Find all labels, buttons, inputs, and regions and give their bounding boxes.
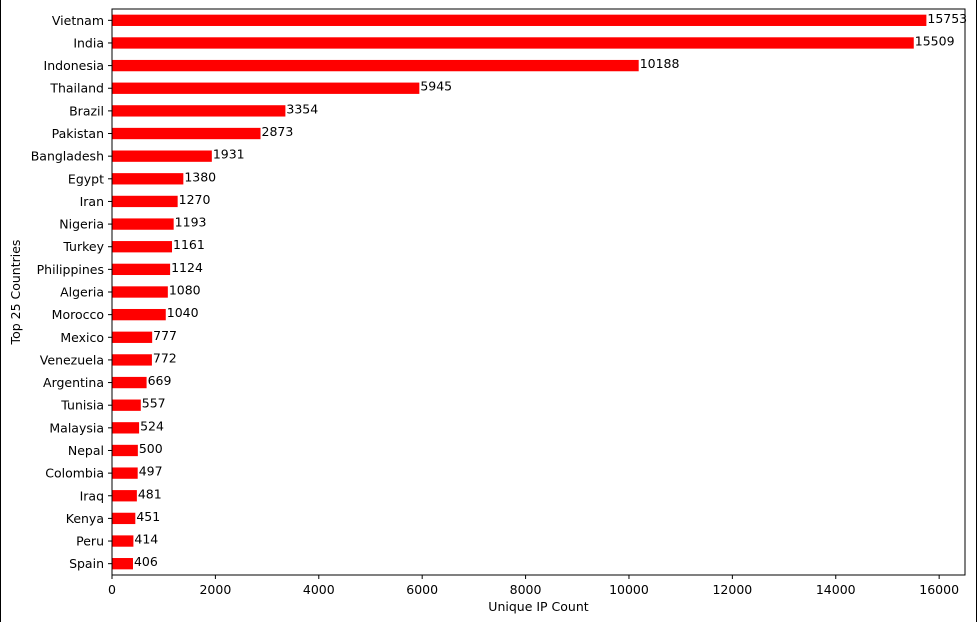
y-tick-label-indonesia: Indonesia: [44, 58, 104, 73]
data-label-colombia: 497: [139, 464, 163, 479]
bar-morocco: [112, 308, 166, 321]
y-tick-label-vietnam: Vietnam: [52, 13, 104, 28]
y-tick-label-iraq: Iraq: [80, 488, 104, 503]
bar-algeria: [112, 286, 168, 298]
bar-tunisia: [112, 399, 141, 411]
data-label-turkey: 1161: [173, 237, 205, 252]
x-tick-label-8000: 8000: [510, 582, 542, 597]
bar-vietnam: [112, 14, 927, 26]
data-label-nigeria: 1193: [175, 215, 207, 230]
y-tick-label-nigeria: Nigeria: [59, 217, 104, 232]
data-label-india: 15509: [915, 33, 955, 48]
x-axis-title: Unique IP Count: [488, 599, 588, 614]
y-tick-label-india: India: [73, 35, 104, 50]
y-tick-label-peru: Peru: [76, 534, 104, 549]
data-label-malaysia: 524: [140, 418, 164, 433]
bar-iraq: [112, 490, 137, 502]
x-tick-label-0: 0: [108, 582, 116, 597]
data-label-peru: 414: [134, 532, 158, 547]
y-tick-label-malaysia: Malaysia: [49, 420, 104, 435]
bar-philippines: [112, 263, 171, 276]
y-tick-label-argentina: Argentina: [43, 375, 104, 390]
y-axis: Vietnam India Indonesia Thailand Brazil Pakis…: [31, 13, 112, 571]
bar-pakistan: [112, 127, 261, 140]
data-label-bangladesh: 1931: [213, 147, 245, 162]
y-tick-label-mexico: Mexico: [60, 330, 104, 345]
bars-layer: [112, 14, 927, 570]
x-tick-label-6000: 6000: [406, 582, 438, 597]
y-tick-label-turkey: Turkey: [62, 239, 104, 254]
data-label-tunisia: 557: [142, 396, 166, 411]
y-tick-label-colombia: Colombia: [45, 466, 104, 481]
bar-nepal: [112, 444, 138, 457]
bar-iran: [112, 195, 178, 208]
x-tick-label-14000: 14000: [816, 582, 856, 597]
data-label-indonesia: 10188: [640, 56, 680, 71]
bar-kenya: [112, 512, 136, 525]
bar-thailand: [112, 82, 420, 94]
x-tick-label-16000: 16000: [919, 582, 959, 597]
data-label-pakistan: 2873: [262, 124, 294, 139]
data-label-kenya: 451: [136, 509, 160, 524]
y-tick-label-philippines: Philippines: [37, 262, 104, 277]
data-label-algeria: 1080: [169, 283, 201, 298]
x-axis: 0 2000 4000 6000 8000 10000 12000 14000 16000: [108, 575, 959, 597]
bar-colombia: [112, 467, 138, 479]
bar-bangladesh: [112, 150, 212, 162]
data-labels-layer: 15753 15509 10188 5945 3354 2873 1931 1380 1270 1…: [134, 11, 967, 569]
data-label-iran: 1270: [179, 192, 211, 207]
data-label-nepal: 500: [139, 441, 163, 456]
y-tick-label-spain: Spain: [69, 556, 104, 571]
data-label-brazil: 3354: [286, 101, 318, 116]
y-axis-title: Top 25 Countries: [8, 240, 23, 346]
bar-peru: [112, 535, 134, 547]
bar-indonesia: [112, 59, 639, 72]
y-tick-label-venezuela: Venezuela: [40, 352, 104, 367]
y-tick-label-kenya: Kenya: [66, 511, 104, 526]
bar-argentina: [112, 376, 147, 389]
bar-malaysia: [112, 422, 140, 434]
y-tick-label-tunisia: Tunisia: [60, 398, 104, 413]
bar-egypt: [112, 173, 184, 185]
x-tick-label-10000: 10000: [609, 582, 649, 597]
data-label-philippines: 1124: [171, 260, 203, 275]
data-label-venezuela: 772: [153, 350, 177, 365]
data-label-argentina: 669: [148, 373, 172, 388]
data-label-mexico: 777: [153, 328, 177, 343]
x-tick-label-4000: 4000: [303, 582, 335, 597]
data-label-thailand: 5945: [420, 79, 452, 94]
bar-brazil: [112, 105, 286, 117]
bar-venezuela: [112, 354, 152, 366]
y-tick-label-algeria: Algeria: [60, 285, 104, 300]
data-label-spain: 406: [134, 554, 158, 569]
data-label-iraq: 481: [138, 486, 162, 501]
bar-turkey: [112, 241, 173, 253]
y-tick-label-egypt: Egypt: [68, 171, 104, 186]
data-label-egypt: 1380: [184, 169, 216, 184]
y-tick-label-morocco: Morocco: [52, 307, 104, 322]
y-tick-label-iran: Iran: [80, 194, 104, 209]
x-tick-label-2000: 2000: [199, 582, 231, 597]
data-label-morocco: 1040: [167, 305, 199, 320]
bar-nigeria: [112, 218, 174, 230]
y-tick-label-bangladesh: Bangladesh: [31, 149, 104, 164]
bar-mexico: [112, 331, 153, 343]
y-tick-label-pakistan: Pakistan: [52, 126, 104, 141]
data-label-vietnam: 15753: [927, 11, 967, 26]
bar-india: [112, 37, 914, 49]
y-tick-label-nepal: Nepal: [68, 443, 104, 458]
y-tick-label-thailand: Thailand: [49, 81, 104, 96]
x-tick-label-12000: 12000: [712, 582, 752, 597]
y-tick-label-brazil: Brazil: [69, 103, 104, 118]
bar-spain: [112, 558, 133, 570]
